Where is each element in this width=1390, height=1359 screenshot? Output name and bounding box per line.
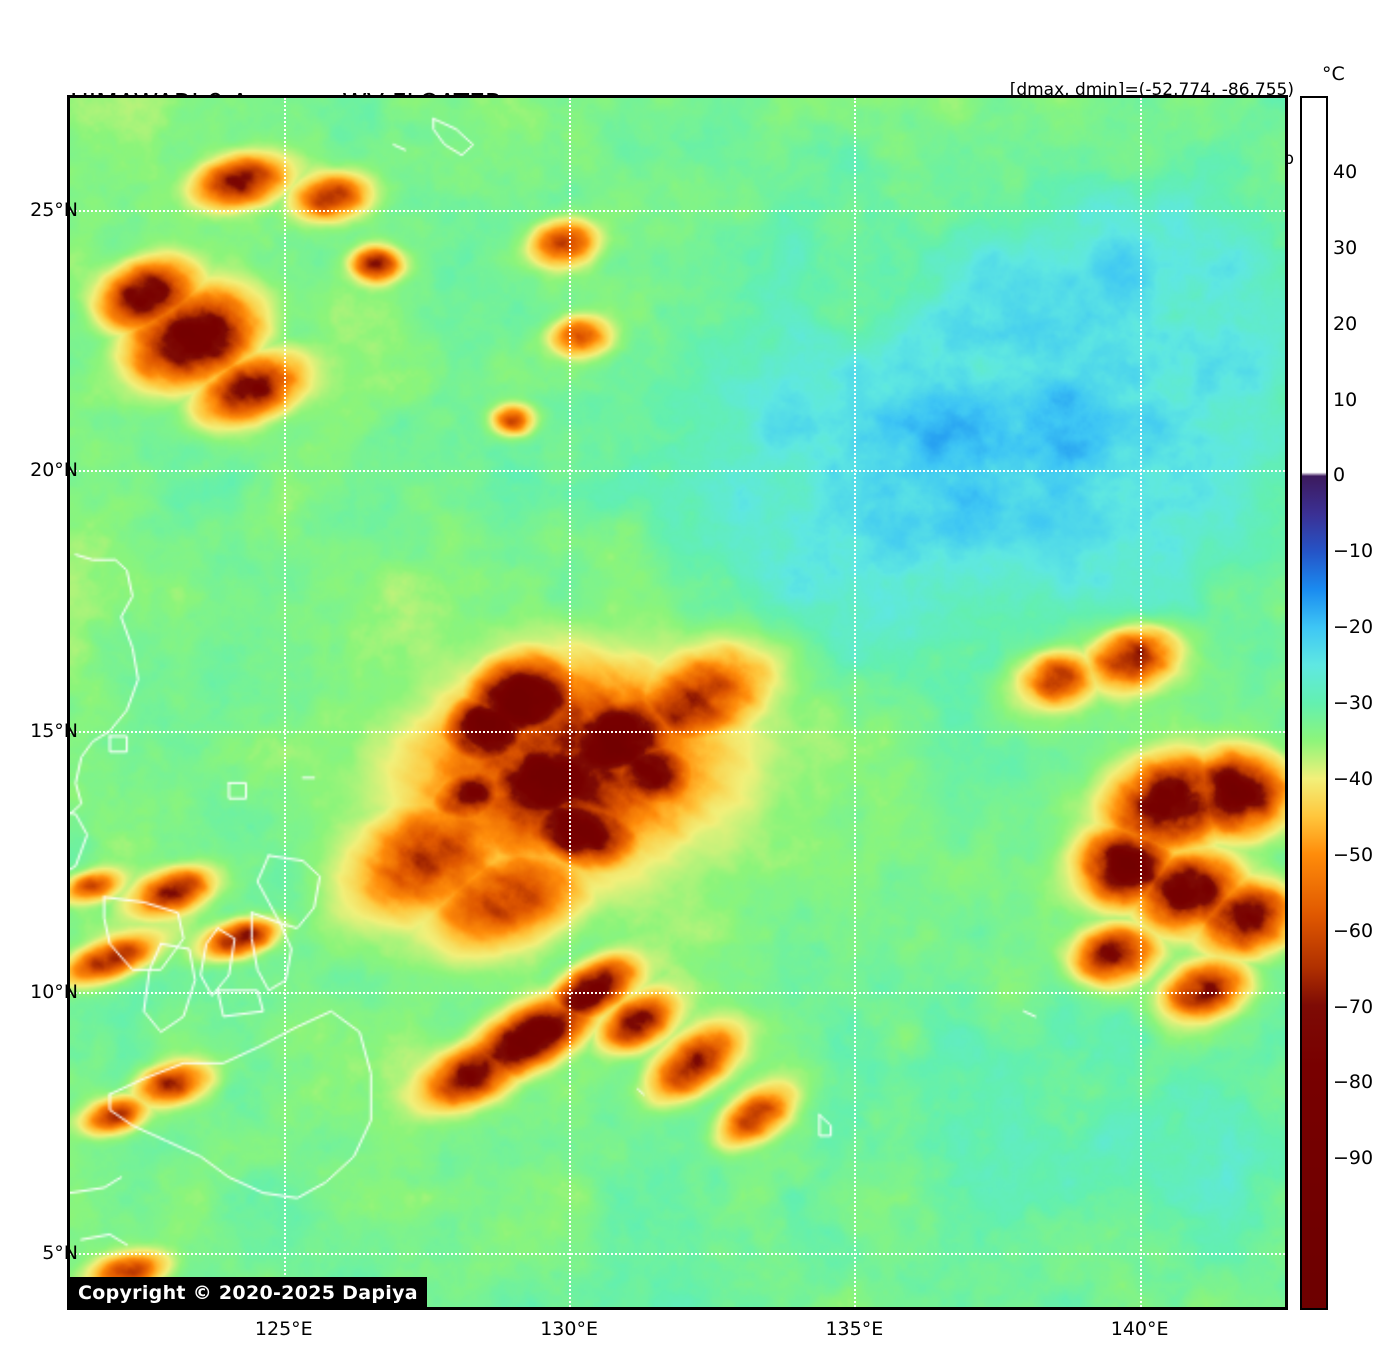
colorbar-tick-40: 40 <box>1333 160 1358 183</box>
lat-tick-20: 20°N <box>30 459 78 482</box>
lat-tick-5: 5°N <box>42 1241 78 1264</box>
satellite-image-panel[interactable] <box>67 95 1288 1310</box>
lon-tick-140: 140°E <box>1110 1318 1169 1340</box>
colorbar-unit-label: °C <box>1322 63 1345 85</box>
colorbar-tick-neg30: −30 <box>1333 692 1374 714</box>
colorbar-tick-20: 20 <box>1333 312 1358 335</box>
lat-tick-10: 10°N <box>30 980 78 1003</box>
colorbar-tick-neg70: −70 <box>1333 995 1374 1018</box>
lon-tick-125: 125°E <box>254 1318 313 1340</box>
lat-tick-25: 25°N <box>30 198 78 221</box>
colorbar-tick-0: 0 <box>1333 464 1346 487</box>
colorbar-tick-neg80: −80 <box>1333 1071 1374 1094</box>
satellite-imagery <box>70 98 1285 1307</box>
copyright-badge: Copyright © 2020-2025 Dapiya <box>69 1277 427 1310</box>
colorbar-tick-30: 30 <box>1333 236 1358 259</box>
colorbar-tick-10: 10 <box>1333 388 1358 411</box>
colorbar[interactable] <box>1300 96 1328 1310</box>
colorbar-tick-neg10: −10 <box>1333 540 1374 563</box>
colorbar-tick-neg90: −90 <box>1333 1147 1374 1170</box>
lat-tick-15: 15°N <box>30 720 78 743</box>
colorbar-tick-neg50: −50 <box>1333 843 1374 866</box>
colorbar-tick-neg20: −20 <box>1333 616 1374 639</box>
colorbar-tick-neg40: −40 <box>1333 767 1374 790</box>
colorbar-gradient <box>1302 98 1326 1308</box>
lon-tick-135: 135°E <box>825 1318 884 1340</box>
lon-tick-130: 130°E <box>540 1318 598 1340</box>
colorbar-tick-neg60: −60 <box>1333 919 1374 942</box>
